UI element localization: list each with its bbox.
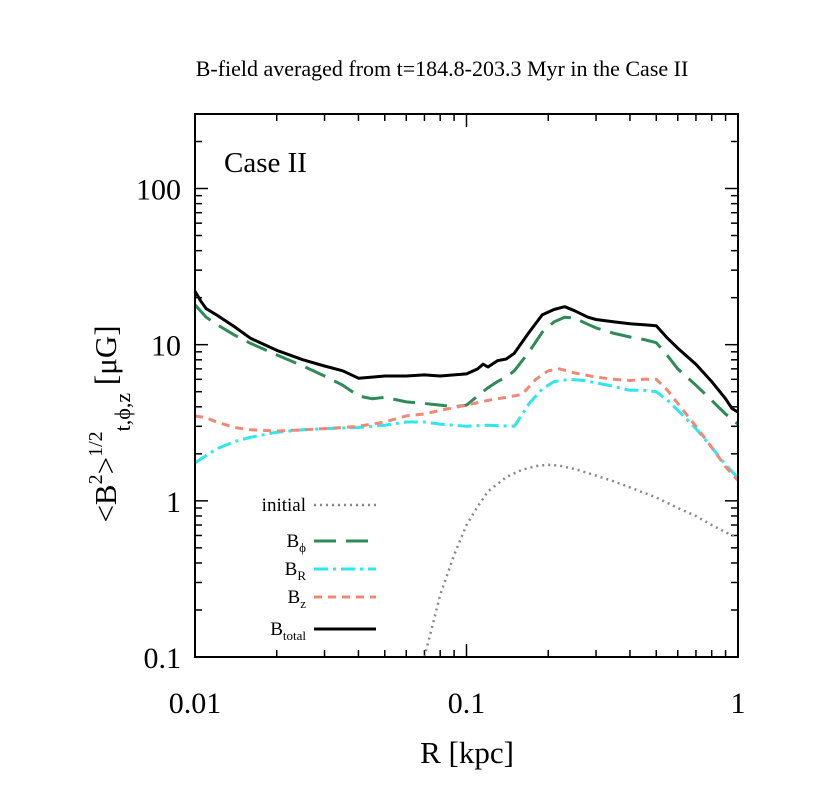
series-line-br: [194, 377, 740, 480]
y-tick-label: 10: [151, 330, 181, 363]
x-axis-label: R [kpc]: [420, 735, 514, 770]
plot-frame: [194, 113, 739, 658]
legend-label-btotal: Btotal: [270, 619, 306, 643]
x-tick-label: 1: [731, 687, 746, 720]
y-tick-label: 100: [136, 174, 181, 207]
x-tick-label: 0.1: [448, 687, 486, 720]
chart-title: B-field averaged from t=184.8-203.3 Myr …: [196, 56, 689, 81]
panel-label: Case II: [224, 147, 307, 179]
y-tick-label: 0.1: [144, 642, 182, 675]
y-axis-label: <B2>1/2t,ϕ,z [μG]: [85, 325, 135, 522]
legend-label-bphi: Bϕ: [286, 531, 306, 555]
legend-label-br: BR: [285, 559, 307, 583]
series-line-bphi: [193, 303, 739, 426]
series-line-initial: [423, 463, 739, 658]
legend: initial Bϕ BR Bz Btotal: [262, 495, 376, 643]
x-tick-label: 0.01: [169, 687, 222, 720]
legend-label-bz: Bz: [288, 587, 307, 611]
y-tick-label: 1: [166, 486, 181, 519]
series-line-bz: [194, 367, 740, 482]
legend-label-initial: initial: [262, 495, 306, 516]
series-line-btotal: [193, 290, 739, 414]
